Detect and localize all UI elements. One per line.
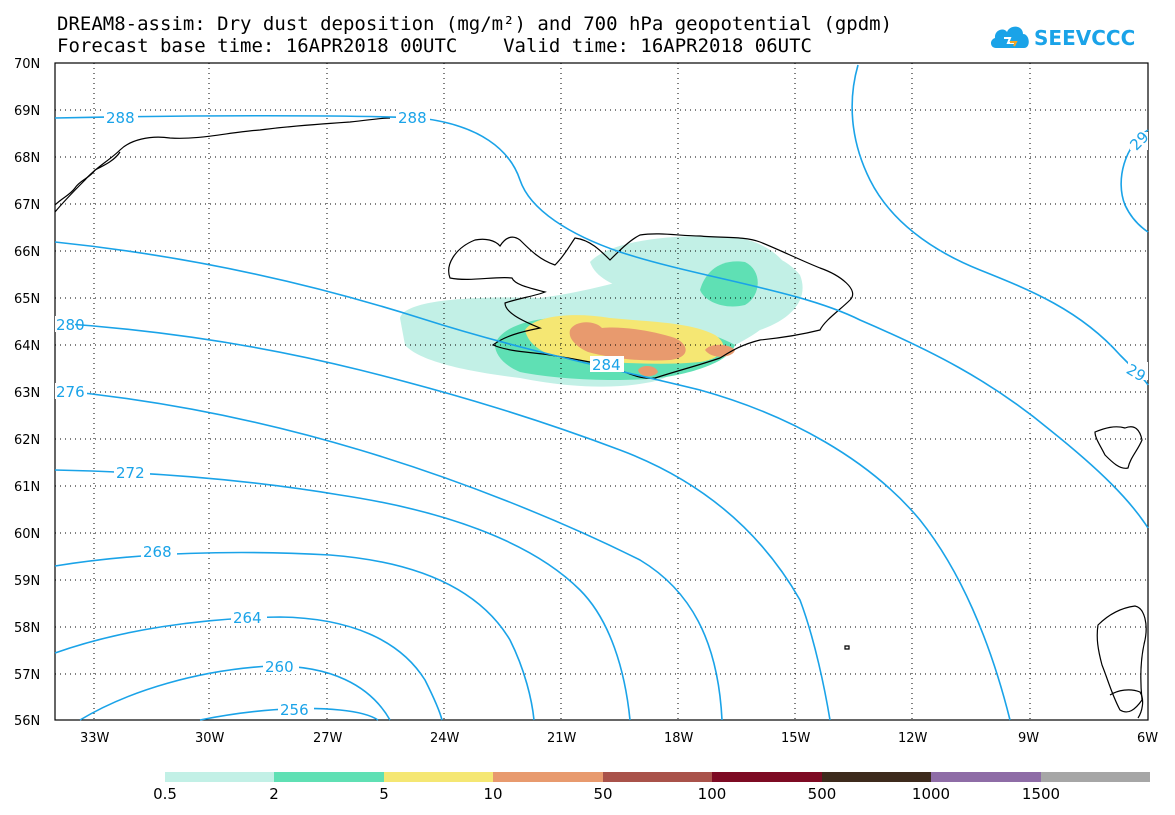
contour-label: 280: [56, 316, 85, 334]
longitude-labels: 33W 30W 27W 24W 21W 18W 15W 12W 9W 6W: [80, 731, 1158, 746]
legend-label: 0.5: [153, 785, 177, 803]
contour-272: [54, 469, 631, 721]
seevccc-logo: SEEVCCC: [988, 20, 1148, 56]
legend-label: 1500: [1021, 785, 1061, 803]
contour-label: 264: [233, 609, 262, 627]
contour-256: [199, 707, 379, 721]
lon-label: 6W: [1137, 731, 1158, 746]
contour-288: [54, 114, 1149, 529]
color-legend: [165, 772, 1150, 782]
greenland-coast: [54, 117, 391, 213]
dust-area-orange: [569, 322, 686, 361]
dust-area-green-north: [700, 261, 758, 307]
contour-284: [54, 241, 1011, 721]
dust-area-orange-south: [638, 366, 658, 377]
contour-label: 256: [280, 701, 309, 719]
norway-coast-south: [1096, 605, 1147, 713]
iceland-coast: [448, 233, 854, 379]
uk-coast: [1109, 689, 1144, 719]
contour-labels: 288 288 29 280 276 284 272 268 264 260 2…: [55, 109, 1153, 719]
legend-swatch: [821, 772, 932, 782]
legend-swatch: [1040, 772, 1150, 782]
contour-label: 288: [106, 109, 135, 127]
faroe-islands: [844, 645, 850, 650]
plot-frame: [54, 62, 1149, 721]
lon-label: 27W: [313, 731, 343, 746]
contour-268: [54, 551, 535, 721]
legend-swatch: [712, 772, 822, 782]
lon-label: 15W: [781, 731, 811, 746]
legend-label: 2: [269, 785, 279, 803]
legend-label: 5: [379, 785, 389, 803]
lat-label: 67N: [14, 198, 40, 213]
lat-label: 59N: [14, 574, 40, 589]
lon-label: 21W: [547, 731, 577, 746]
contour-264: [54, 616, 443, 721]
lon-label: 33W: [80, 731, 110, 746]
lat-label: 66N: [14, 245, 40, 260]
lon-label: 24W: [430, 731, 460, 746]
latitude-labels: 70N 69N 68N 67N 66N 65N 64N 63N 62N 61N …: [14, 57, 40, 729]
contour-280: [54, 322, 831, 721]
lon-label: 30W: [195, 731, 225, 746]
lon-label: 12W: [898, 731, 928, 746]
logo-text: SEEVCCC: [1034, 26, 1136, 50]
lat-label: 57N: [14, 668, 40, 683]
contour-276: [54, 389, 723, 721]
lat-label: 58N: [14, 621, 40, 636]
lat-label: 68N: [14, 151, 40, 166]
legend-label: 10: [483, 785, 503, 803]
legend-swatch: [274, 772, 384, 782]
lat-label: 56N: [14, 714, 40, 729]
legend-label: 1000: [911, 785, 951, 803]
lon-label: 18W: [664, 731, 694, 746]
norway-coast-north: [1094, 426, 1143, 469]
contour-label: 284: [592, 356, 621, 374]
cloud-icon: [990, 26, 1029, 48]
lon-label: 9W: [1018, 731, 1039, 746]
greenland-coast-detail: [54, 151, 121, 206]
lat-label: 63N: [14, 386, 40, 401]
dust-shading: [400, 236, 803, 387]
lat-label: 65N: [14, 292, 40, 307]
contour-label: 276: [56, 383, 85, 401]
chart-title: DREAM8-assim: Dry dust deposition (mg/m²…: [57, 13, 893, 35]
coastlines: [54, 117, 1147, 719]
lat-label: 61N: [14, 480, 40, 495]
legend-swatch: [383, 772, 494, 782]
legend-label: 500: [807, 785, 837, 803]
geopotential-contours: [54, 64, 1149, 721]
lat-label: 64N: [14, 339, 40, 354]
legend-swatch: [931, 772, 1041, 782]
contour-label: 260: [265, 658, 294, 676]
lat-label: 70N: [14, 57, 40, 72]
legend-swatch: [493, 772, 603, 782]
chart-subtitle: Forecast base time: 16APR2018 00UTC Vali…: [57, 35, 812, 57]
legend-swatch: [165, 772, 275, 782]
lat-label: 60N: [14, 527, 40, 542]
lat-label: 62N: [14, 433, 40, 448]
contour-label: 288: [398, 109, 427, 127]
legend-label: 50: [593, 785, 613, 803]
contour-label: 268: [143, 543, 172, 561]
lat-label: 69N: [14, 104, 40, 119]
graticule: [55, 63, 1148, 720]
legend-label: 100: [697, 785, 727, 803]
contour-label: 272: [116, 464, 145, 482]
contour-288-east: [851, 64, 1149, 386]
legend-swatch: [602, 772, 713, 782]
